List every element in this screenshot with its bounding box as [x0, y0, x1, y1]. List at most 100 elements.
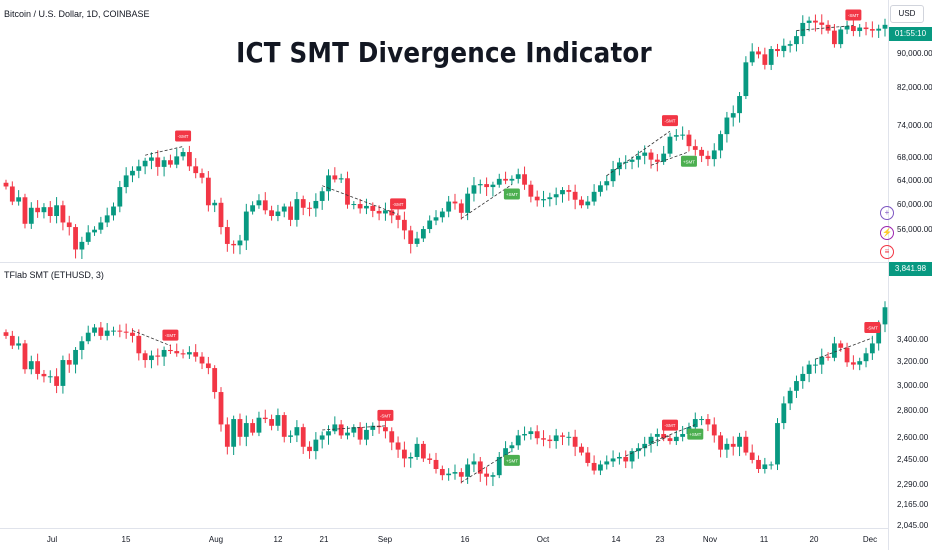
candle: [629, 159, 635, 162]
smt-bull-label: +SMT: [506, 458, 518, 463]
candle: [465, 464, 471, 477]
smt-bear-label: -SMT: [848, 13, 859, 18]
candle: [364, 429, 369, 440]
x-tick-label: Dec: [862, 535, 878, 544]
symbol-header[interactable]: Bitcoin / U.S. Dollar, 1D, COINBASE: [4, 9, 150, 19]
candle: [319, 435, 325, 440]
candle: [610, 169, 616, 182]
candle: [130, 332, 135, 336]
candle: [155, 355, 161, 357]
y-tick-label: 3,400.00: [897, 335, 929, 345]
candle: [452, 472, 458, 474]
candle: [193, 166, 199, 174]
candle: [762, 54, 768, 65]
candle: [408, 456, 414, 459]
candle: [401, 219, 407, 231]
currency-button[interactable]: USD: [890, 5, 924, 23]
candle: [269, 419, 274, 426]
candle: [661, 434, 667, 439]
candle: [547, 439, 553, 442]
candle: [768, 48, 774, 65]
candle: [326, 431, 331, 436]
candle: [749, 452, 755, 460]
smt-bull-label-box: [680, 155, 697, 167]
candle: [136, 166, 142, 171]
candle: [294, 427, 300, 436]
candle: [617, 162, 622, 170]
candle: [300, 427, 306, 447]
candle: [161, 349, 167, 357]
candle: [408, 230, 414, 244]
candle: [654, 159, 660, 162]
candle: [16, 343, 22, 346]
candle: [332, 424, 338, 432]
smt-bull-label-box: [503, 188, 520, 200]
smt-bear-label: -SMT: [178, 134, 189, 139]
candle: [262, 200, 268, 211]
smt-bear-label-box: [162, 329, 179, 341]
candle: [680, 434, 686, 437]
candle: [832, 30, 837, 45]
candle: [490, 184, 496, 188]
candle: [60, 205, 66, 223]
smt-bull-label: +SMT: [683, 159, 695, 164]
smt-bear-label-box: [175, 130, 192, 142]
y-tick-label: 60,000.00: [897, 199, 932, 209]
candle: [667, 438, 673, 442]
candle: [756, 51, 761, 55]
candle: [850, 25, 856, 32]
candle: [256, 417, 262, 433]
candle: [604, 461, 610, 465]
candle: [560, 190, 565, 195]
candle: [876, 324, 882, 344]
plus-icon[interactable]: +: [880, 206, 894, 220]
candle: [541, 199, 546, 201]
candle: [193, 352, 199, 357]
candle: [806, 20, 812, 23]
candle: [553, 194, 559, 198]
flag-icon[interactable]: ≡: [880, 245, 894, 259]
lightning-icon[interactable]: ⚡: [880, 226, 894, 240]
candle: [787, 44, 793, 46]
candle: [547, 197, 553, 200]
candle: [477, 184, 483, 186]
pane-separator[interactable]: [0, 262, 888, 263]
candle: [168, 160, 173, 165]
candle: [313, 200, 319, 209]
candle: [484, 473, 490, 477]
candle: [3, 182, 9, 187]
x-tick-label: Oct: [536, 535, 550, 544]
candle: [730, 443, 736, 447]
y-tick-label: 68,000.00: [897, 153, 932, 162]
time-axis-line: [0, 528, 888, 529]
candle: [275, 211, 281, 217]
smt-bull-label: +SMT: [506, 192, 518, 197]
candle: [711, 150, 717, 160]
candle: [749, 51, 755, 63]
candle: [92, 327, 97, 333]
candle: [800, 373, 806, 382]
candle: [503, 448, 508, 457]
candle: [876, 28, 882, 31]
candle: [692, 146, 698, 150]
candle: [142, 160, 148, 167]
candle: [92, 229, 97, 233]
candle: [794, 381, 799, 391]
indicator-header[interactable]: TFlab SMT (ETHUSD, 3): [4, 270, 104, 280]
candle: [16, 197, 22, 202]
candle: [775, 48, 780, 52]
candle: [35, 361, 41, 374]
candle: [136, 335, 142, 354]
candle: [130, 170, 135, 176]
divergence-line: [322, 425, 386, 431]
candle: [452, 201, 458, 204]
candle: [218, 202, 224, 228]
candle: [623, 161, 629, 163]
candle: [705, 155, 711, 160]
candle: [509, 445, 515, 449]
candle: [642, 152, 648, 156]
candle: [869, 343, 875, 354]
candle: [357, 204, 363, 209]
smt-bear-label-box: [390, 198, 407, 210]
